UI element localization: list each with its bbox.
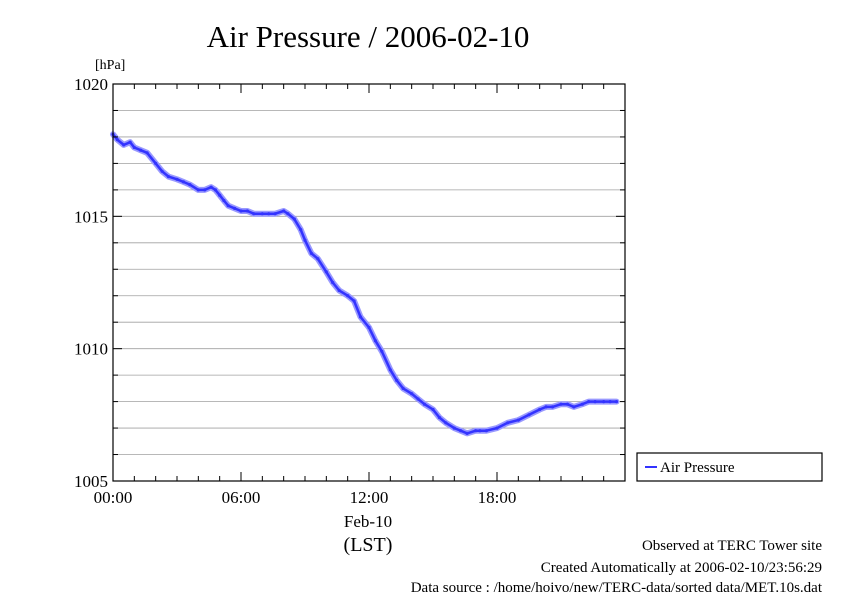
data-point bbox=[380, 349, 384, 353]
data-point bbox=[506, 421, 510, 425]
data-point bbox=[358, 315, 363, 319]
data-point bbox=[452, 426, 456, 430]
data-point bbox=[145, 151, 149, 155]
data-point bbox=[401, 386, 405, 390]
data-point bbox=[367, 325, 371, 330]
data-point bbox=[444, 421, 448, 425]
data-point bbox=[282, 209, 286, 213]
data-point bbox=[160, 169, 164, 173]
data-point bbox=[218, 193, 222, 197]
data-point bbox=[273, 212, 277, 216]
data-point bbox=[166, 175, 171, 179]
y-axis-unit-label: [hPa] bbox=[95, 58, 125, 73]
data-point bbox=[388, 368, 392, 372]
data-point bbox=[286, 212, 290, 216]
data-point bbox=[233, 206, 237, 210]
data-point bbox=[495, 426, 499, 430]
data-point bbox=[239, 209, 243, 213]
data-point bbox=[465, 431, 469, 435]
legend-label: Air Pressure bbox=[660, 460, 735, 476]
data-point bbox=[431, 407, 435, 412]
data-point bbox=[373, 339, 377, 343]
data-point bbox=[181, 180, 185, 184]
data-point bbox=[260, 212, 264, 216]
data-point bbox=[565, 402, 570, 406]
x-tick-label: 00:00 bbox=[94, 488, 133, 507]
data-point bbox=[128, 140, 132, 144]
data-point bbox=[527, 413, 531, 417]
y-tick-label: 1005 bbox=[74, 472, 108, 491]
data-point bbox=[416, 397, 420, 401]
legend-box bbox=[636, 452, 823, 482]
y-tick-label: 1020 bbox=[74, 75, 108, 94]
data-point bbox=[602, 400, 606, 404]
data-point bbox=[303, 238, 307, 242]
data-point bbox=[593, 400, 597, 404]
footer-observed: Observed at TERC Tower site bbox=[642, 538, 822, 554]
data-point bbox=[352, 299, 356, 303]
data-point bbox=[474, 429, 478, 433]
data-point bbox=[226, 204, 230, 208]
data-point bbox=[203, 188, 207, 192]
x-axis-label: (LST) bbox=[344, 534, 393, 556]
grid-lines bbox=[113, 110, 625, 455]
data-point bbox=[572, 405, 576, 409]
data-point bbox=[245, 209, 249, 213]
data-point bbox=[337, 288, 341, 292]
y-tick-label: 1010 bbox=[74, 340, 108, 359]
data-point bbox=[550, 405, 555, 409]
data-point bbox=[608, 400, 612, 404]
footer-created: Created Automatically at 2006-02-10/23:5… bbox=[541, 560, 822, 576]
footer-source: Data source : /home/hoivo/new/TERC-data/… bbox=[411, 580, 823, 595]
data-point bbox=[175, 177, 179, 181]
data-point bbox=[484, 429, 488, 433]
series-layer bbox=[110, 131, 620, 437]
data-point bbox=[188, 183, 192, 187]
data-point bbox=[292, 217, 296, 221]
data-point bbox=[437, 415, 441, 420]
axis-ticks bbox=[112, 84, 626, 481]
x-tick-label: 12:00 bbox=[350, 488, 389, 507]
x-axis-date-label: Feb-10 bbox=[344, 512, 392, 531]
data-point bbox=[209, 185, 213, 189]
data-point bbox=[559, 402, 563, 406]
data-point bbox=[309, 251, 313, 255]
data-point bbox=[459, 429, 463, 433]
data-point bbox=[213, 188, 217, 192]
data-point bbox=[252, 212, 256, 216]
data-point bbox=[538, 407, 542, 412]
data-point bbox=[544, 405, 548, 409]
data-point bbox=[154, 161, 158, 165]
series-line bbox=[112, 133, 617, 435]
plot-frame bbox=[112, 83, 626, 482]
data-point bbox=[299, 228, 303, 232]
tick-labels: 1005 1010 1015 1020 00:00 06:00 12:00 18:00 bbox=[74, 75, 516, 507]
data-point bbox=[516, 418, 520, 422]
data-point bbox=[346, 294, 350, 298]
data-point bbox=[587, 400, 591, 404]
x-tick-label: 06:00 bbox=[222, 488, 261, 507]
data-point bbox=[614, 400, 619, 404]
data-point bbox=[395, 378, 399, 382]
x-tick-label: 18:00 bbox=[478, 488, 517, 507]
data-point bbox=[478, 429, 482, 433]
data-point bbox=[132, 145, 136, 150]
data-point bbox=[331, 280, 335, 285]
data-point bbox=[580, 402, 584, 406]
data-point bbox=[115, 138, 119, 142]
data-point bbox=[122, 143, 126, 147]
data-point bbox=[410, 392, 414, 396]
data-point bbox=[422, 402, 427, 406]
data-point bbox=[196, 188, 200, 192]
y-tick-label: 1015 bbox=[74, 207, 108, 226]
data-point bbox=[222, 198, 226, 203]
series-halo bbox=[110, 131, 620, 437]
data-point bbox=[139, 148, 143, 152]
chart-title: Air Pressure / 2006-02-10 bbox=[207, 19, 530, 54]
legend: Air Pressure bbox=[636, 452, 823, 482]
data-point bbox=[316, 257, 320, 261]
data-point bbox=[324, 270, 328, 274]
data-point bbox=[267, 212, 271, 216]
